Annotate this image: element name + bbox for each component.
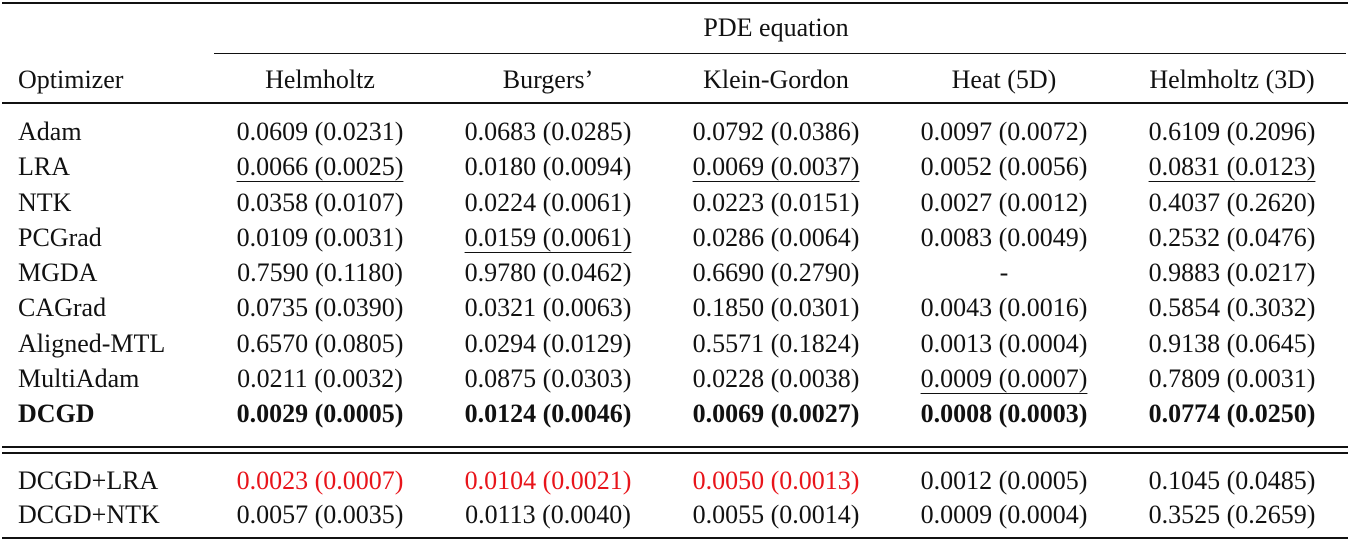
bottom-rule — [2, 537, 1348, 539]
column-header: Heat (5D) — [951, 65, 1057, 94]
cell-value: 0.5571 (0.1824) — [692, 328, 860, 358]
cell-value: 0.6570 (0.0805) — [236, 328, 404, 358]
cell-value: 0.0043 (0.0016) — [920, 293, 1088, 323]
cell-value: 0.0774 (0.0250) — [1148, 399, 1316, 428]
cell-value: 0.0211 (0.0032) — [237, 363, 403, 393]
cell-value: 0.7590 (0.1180) — [237, 258, 403, 287]
cell-value: 0.0109 (0.0031) — [236, 222, 404, 252]
row-label: LRA — [18, 152, 70, 182]
cell-value: 0.0066 (0.0025) — [236, 152, 404, 182]
row-label: CAGrad — [18, 293, 107, 323]
cell-value: 0.6690 (0.2790) — [692, 258, 860, 287]
cell-value: 0.0057 (0.0035) — [236, 499, 404, 529]
cell-value: 0.0052 (0.0056) — [920, 152, 1088, 182]
top-rule — [2, 2, 1348, 4]
cell-value: 0.3525 (0.2659) — [1148, 499, 1316, 529]
column-header: Helmholtz — [265, 65, 375, 94]
cell-value: 0.5854 (0.3032) — [1148, 293, 1316, 323]
cell-value: 0.4037 (0.2620) — [1148, 187, 1316, 217]
row-label: MultiAdam — [18, 363, 140, 393]
cell-value: 0.7809 (0.0031) — [1148, 363, 1316, 393]
row-label: MGDA — [18, 258, 98, 287]
cell-value: 0.0029 (0.0005) — [236, 399, 404, 428]
row-label: Adam — [18, 117, 82, 146]
column-header: Burgers’ — [502, 65, 594, 94]
cell-value: 0.0069 (0.0037) — [692, 152, 860, 182]
cell-value: 0.9883 (0.0217) — [1148, 258, 1316, 287]
cell-value: 0.0083 (0.0049) — [920, 222, 1088, 252]
double-rule — [2, 452, 1348, 454]
column-header: Helmholtz (3D) — [1149, 65, 1315, 94]
cell-value: 0.0609 (0.0231) — [236, 117, 404, 146]
cell-value: 0.0321 (0.0063) — [464, 293, 632, 323]
column-header: Optimizer — [18, 65, 124, 94]
group-title: PDE equation — [703, 13, 849, 42]
cell-value: 0.0008 (0.0003) — [920, 399, 1088, 428]
double-rule — [2, 446, 1348, 448]
cell-value: 0.0113 (0.0040) — [465, 499, 631, 529]
row-label: PCGrad — [18, 222, 102, 252]
cell-value: 0.0124 (0.0046) — [464, 399, 632, 428]
cell-value: 0.0875 (0.0303) — [464, 363, 632, 393]
cell-value: 0.9138 (0.0645) — [1148, 328, 1316, 358]
cell-value: 0.0012 (0.0005) — [920, 466, 1088, 495]
cell-value: 0.0224 (0.0061) — [464, 187, 632, 217]
cell-value: 0.0286 (0.0064) — [692, 222, 860, 252]
cell-value: 0.0294 (0.0129) — [464, 328, 632, 358]
header-rule — [2, 102, 1348, 104]
cell-value: 0.2532 (0.0476) — [1148, 222, 1316, 252]
cell-value: 0.0055 (0.0014) — [692, 499, 860, 529]
column-header: Klein-Gordon — [703, 65, 849, 94]
row-label: DCGD — [18, 399, 95, 428]
cell-value: 0.0180 (0.0094) — [464, 152, 632, 182]
cell-value: 0.0792 (0.0386) — [692, 117, 860, 146]
cell-value: - — [999, 258, 1009, 287]
cell-value: 0.0159 (0.0061) — [464, 222, 632, 252]
row-label: DCGD+LRA — [18, 466, 159, 495]
row-label: Aligned-MTL — [18, 328, 166, 358]
cell-value: 0.0069 (0.0027) — [692, 399, 860, 428]
cell-value: 0.1045 (0.0485) — [1148, 466, 1316, 495]
cell-value: 0.0358 (0.0107) — [236, 187, 404, 217]
cell-value: 0.9780 (0.0462) — [464, 258, 632, 287]
cell-value: 0.0009 (0.0004) — [920, 499, 1088, 529]
row-label: DCGD+NTK — [18, 499, 160, 529]
cell-value: 0.6109 (0.2096) — [1148, 117, 1316, 146]
cell-value: 0.0228 (0.0038) — [692, 363, 860, 393]
cell-value: 0.0223 (0.0151) — [692, 187, 860, 217]
cell-value: 0.0097 (0.0072) — [920, 117, 1088, 146]
cell-value: 0.0683 (0.0285) — [464, 117, 632, 146]
cell-value: 0.0050 (0.0013) — [692, 466, 860, 495]
row-label: NTK — [18, 187, 72, 217]
cell-value: 0.0831 (0.0123) — [1148, 152, 1316, 182]
cell-value: 0.0023 (0.0007) — [236, 466, 404, 495]
cell-value: 0.0735 (0.0390) — [236, 293, 404, 323]
cell-value: 0.1850 (0.0301) — [692, 293, 860, 323]
group-rule — [214, 53, 1346, 54]
cell-value: 0.0013 (0.0004) — [920, 328, 1088, 358]
cell-value: 0.0009 (0.0007) — [920, 363, 1088, 393]
cell-value: 0.0027 (0.0012) — [920, 187, 1088, 217]
cell-value: 0.0104 (0.0021) — [464, 466, 632, 495]
